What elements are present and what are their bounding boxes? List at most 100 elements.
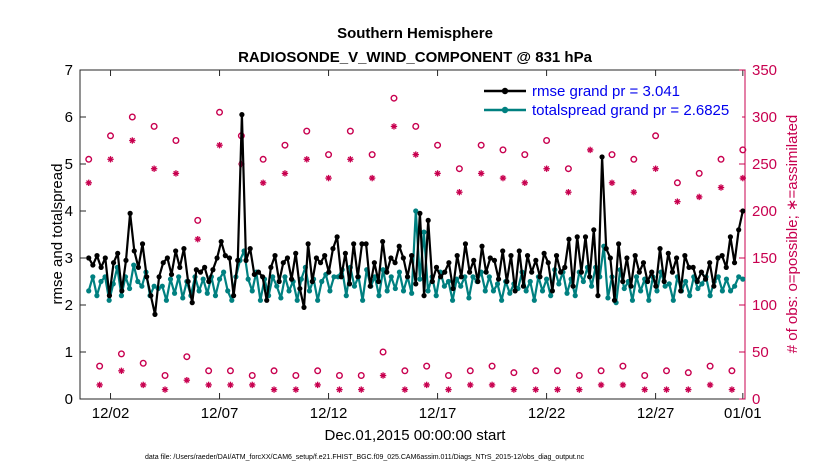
assimilated-obs-point	[739, 174, 747, 182]
rmse-point	[231, 293, 237, 299]
rmse-point	[657, 246, 663, 252]
rmse-point	[330, 246, 336, 252]
asterisk-stroke	[227, 382, 234, 388]
totalspread-point	[151, 283, 157, 289]
x-tick-label: 12/17	[419, 405, 457, 422]
assimilated-obs-point	[565, 189, 572, 196]
possible-obs-point	[673, 179, 681, 187]
totalspread-point	[732, 283, 738, 289]
rmse-point	[640, 260, 647, 266]
rmse-spread-series	[86, 112, 746, 317]
possible-obs-point	[652, 132, 660, 140]
totalspread-point	[331, 274, 337, 280]
assimilated-obs-point	[259, 179, 267, 186]
rmse-point	[255, 269, 262, 275]
asterisk-stroke	[140, 382, 146, 388]
asterisk-stroke	[118, 368, 125, 374]
asterisk-stroke	[729, 386, 735, 393]
totalspread-point	[458, 283, 464, 289]
rmse-point	[404, 274, 411, 280]
totalspread-point	[417, 276, 423, 282]
asterisk-stroke	[391, 123, 397, 130]
totalspread-point	[343, 293, 349, 299]
legend-rmse-label: rmse grand pr = 3.041	[532, 83, 680, 100]
totalspread-point	[564, 290, 570, 296]
rmse-point	[562, 264, 568, 270]
x-tick-label: 12/02	[92, 405, 130, 422]
possible-obs-point	[314, 367, 322, 375]
totalspread-point	[527, 278, 533, 285]
rmse-point	[645, 278, 651, 285]
possible-obs-point	[532, 367, 540, 375]
totalspread-point	[118, 293, 125, 299]
totalspread-point	[351, 283, 358, 289]
chart-subtitle: RADIOSONDE_V_WIND_COMPONENT @ 831 hPa	[238, 49, 593, 66]
rmse-point	[301, 304, 307, 310]
rmse-point	[351, 241, 357, 247]
totalspread-point	[466, 295, 472, 301]
rmse-point	[491, 257, 498, 263]
asterisk-stroke	[554, 386, 561, 393]
totalspread-point	[666, 281, 672, 287]
rmse-point	[450, 285, 456, 292]
rmse-point	[409, 253, 415, 259]
rmse-point	[599, 154, 605, 160]
possible-obs-point	[477, 141, 485, 149]
assimilated-obs-point	[543, 165, 550, 172]
possible-obs-point	[499, 146, 507, 154]
asterisk-stroke	[249, 382, 255, 388]
rmse-point	[483, 269, 489, 275]
possible-obs-point	[281, 141, 289, 149]
rmse-point	[471, 257, 477, 263]
totalspread-point	[221, 269, 227, 275]
possible-obs-point	[325, 151, 333, 159]
rmse-point	[529, 269, 535, 275]
rmse-point	[135, 264, 141, 270]
assimilated-obs-point	[118, 367, 125, 374]
totalspread-point	[633, 274, 640, 280]
y-right-tick-label: 200	[752, 203, 777, 220]
rmse-point	[264, 297, 270, 303]
rmse-point	[616, 241, 622, 247]
possible-obs-point	[444, 372, 452, 380]
possible-obs-point	[150, 122, 158, 130]
rmse-point	[173, 248, 179, 254]
totalspread-point	[294, 297, 300, 303]
rmse-point	[288, 276, 295, 282]
rmse-point	[363, 241, 369, 247]
totalspread-point	[163, 297, 169, 303]
asterisk-stroke	[511, 386, 517, 393]
totalspread-point	[200, 276, 206, 282]
assimilated-obs-point	[390, 123, 398, 130]
asterisk-stroke	[314, 382, 321, 388]
asterisk-stroke	[205, 382, 212, 388]
assimilated-obs-point	[597, 381, 605, 389]
asterisk-stroke	[260, 180, 266, 186]
totalspread-point	[654, 288, 660, 294]
rmse-point	[628, 283, 634, 289]
rmse-point	[297, 285, 303, 292]
possible-obs-point	[575, 372, 583, 380]
totalspread-point	[413, 208, 419, 214]
rmse-point	[259, 274, 266, 280]
possible-obs-point	[641, 372, 649, 380]
assimilated-obs-point	[652, 165, 659, 172]
totalspread-point	[380, 267, 386, 273]
totalspread-point	[445, 278, 452, 285]
possible-obs-point	[401, 367, 409, 375]
possible-obs-point	[543, 136, 551, 144]
assimilated-obs-point	[510, 386, 518, 393]
totalspread-point	[699, 281, 705, 287]
rmse-point	[243, 257, 249, 263]
totalspread-point	[421, 229, 427, 235]
totalspread-point	[486, 274, 492, 280]
rmse-point	[479, 243, 485, 249]
asterisk-stroke	[696, 194, 702, 200]
rmse-point	[168, 271, 175, 278]
rmse-point	[541, 250, 547, 256]
legend-spread-marker	[501, 106, 509, 114]
possible-obs-point	[434, 141, 442, 149]
rmse-point	[251, 271, 257, 278]
y-tick-label: 0	[65, 391, 73, 408]
possible-obs-point	[455, 165, 463, 173]
